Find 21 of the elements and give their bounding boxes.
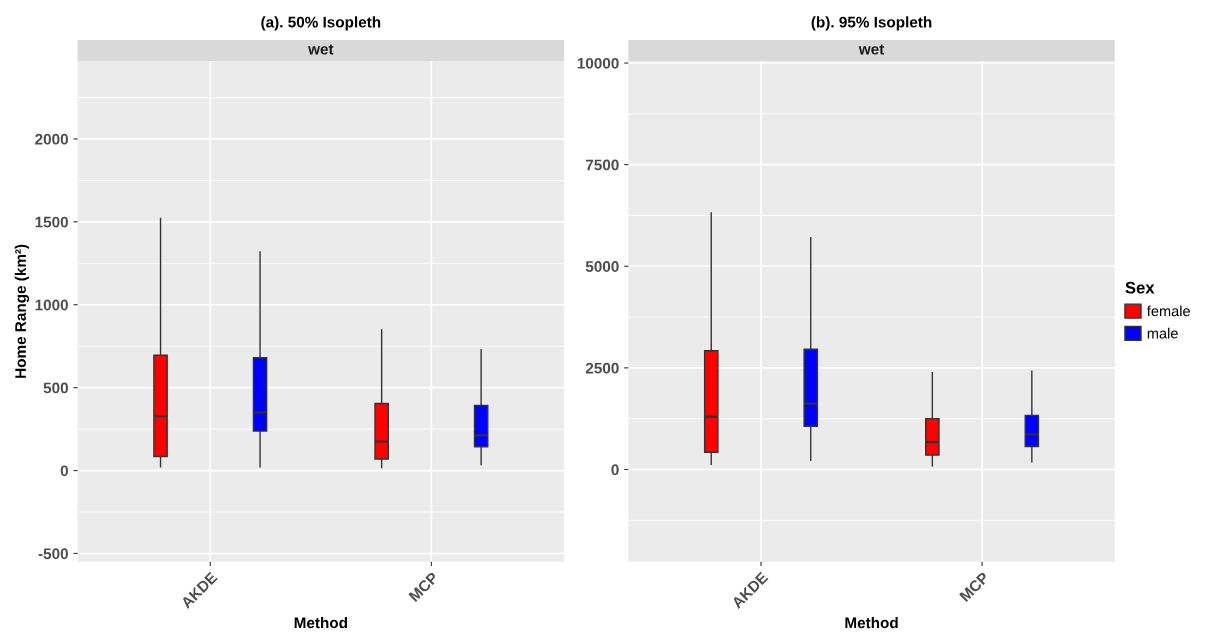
- y-tick-label: 2000: [35, 133, 68, 145]
- legend-label: male: [1147, 327, 1178, 339]
- x-axis-title: Method: [294, 617, 347, 629]
- chart-title: (b). 95% Isopleth: [811, 16, 932, 31]
- chart-title: (a). 50% Isopleth: [261, 16, 381, 31]
- y-tick-label: 2500: [585, 362, 619, 374]
- y-tick-label: 500: [43, 382, 68, 394]
- y-tick-label: 10000: [577, 57, 619, 69]
- chart-subtitle: wet: [308, 44, 334, 55]
- y-axis-title: Home Range (km²): [14, 244, 30, 378]
- x-axis-title: Method: [845, 617, 898, 629]
- y-tick-label: 0: [60, 465, 68, 477]
- chart-subtitle: wet: [858, 44, 885, 55]
- y-tick-label: 1500: [35, 216, 68, 228]
- y-tick-label: 0: [611, 464, 619, 476]
- legend-label: female: [1147, 305, 1190, 317]
- y-tick-label: 7500: [585, 159, 619, 171]
- y-tick-label: 5000: [585, 261, 619, 272]
- y-tick-label: 1000: [35, 299, 68, 311]
- legend-title: Sex: [1125, 281, 1155, 294]
- y-tick-label: -500: [38, 548, 68, 560]
